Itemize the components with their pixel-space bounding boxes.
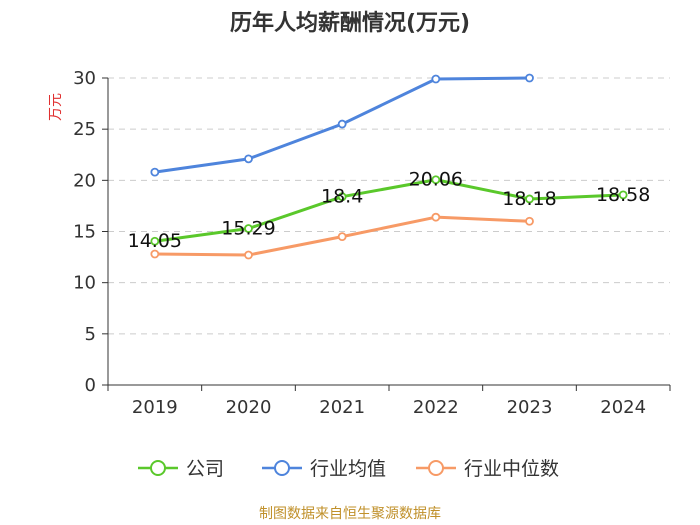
data-point[interactable] [431,175,441,185]
data-label: 14.05 [128,230,182,252]
data-label: 15.29 [221,218,275,240]
legend[interactable]: 公司 行业均值 行业中位数 [138,458,559,480]
data-point[interactable] [525,194,534,204]
data-labels: 14.05 15.29 18.4 20.06 18.18 18.58 [128,169,651,253]
x-tick-label: 2019 [132,397,178,418]
source-note: 制图数据来自恒生聚源数据库 [259,506,441,522]
data-point[interactable] [150,249,160,259]
data-point[interactable] [244,224,253,233]
x-tick-label: 2020 [226,397,272,418]
y-tick-label: 25 [73,119,96,140]
y-tick-label: 30 [73,68,96,89]
legend-marker [150,460,166,476]
y-tick-label: 10 [73,273,96,294]
data-point[interactable] [431,212,441,222]
data-label: 18.4 [321,186,363,208]
series-line-0 [154,178,624,243]
chart-title: 历年人均薪酬情况(万元) [230,10,470,36]
y-tick-label: 15 [73,222,96,243]
data-point[interactable] [337,119,347,129]
data-point[interactable] [150,236,160,246]
x-tick-label: 2022 [413,397,459,418]
legend-marker [274,460,290,476]
y-tick-label: 0 [85,375,96,396]
data-label: 20.06 [409,169,463,191]
data-point[interactable] [337,232,347,242]
data-point[interactable] [431,74,441,84]
data-label: 18.58 [596,184,650,206]
x-tick-label: 2024 [600,397,646,418]
data-point[interactable] [150,167,160,177]
legend-label: 行业中位数 [464,458,559,480]
legend-label: 公司 [186,458,224,480]
x-tick-label: 2021 [319,397,365,418]
legend-item-0[interactable]: 公司 [138,458,224,480]
axes: 0 5 10 15 20 25 30 2019 2020 2021 2022 2023 2024 [73,68,671,418]
y-axis-label: 万元 [48,93,64,121]
grid [108,77,670,335]
data-point[interactable] [525,73,534,83]
y-tick-label: 5 [85,324,96,345]
legend-label: 行业均值 [310,458,386,480]
legend-item-1[interactable]: 行业均值 [262,458,386,480]
data-point[interactable] [525,216,534,226]
data-point[interactable] [337,192,347,202]
x-tick-label: 2023 [507,397,553,418]
data-point[interactable] [244,250,253,260]
data-label: 18.18 [502,188,556,210]
legend-marker [428,460,444,476]
legend-item-2[interactable]: 行业中位数 [416,458,559,480]
data-point[interactable] [244,154,253,164]
data-point[interactable] [618,190,628,200]
series-layer [150,73,628,260]
y-tick-label: 20 [73,170,96,191]
